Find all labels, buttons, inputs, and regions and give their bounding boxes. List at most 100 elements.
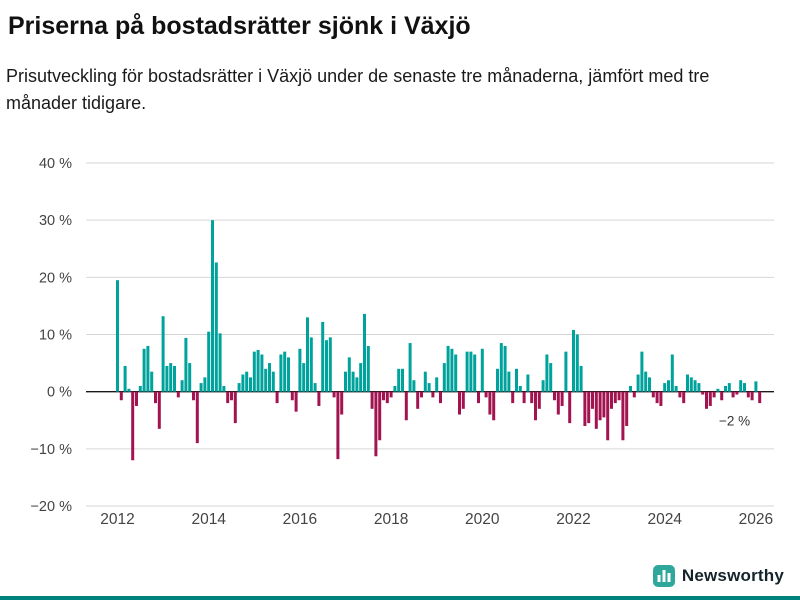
bar-chart-canvas: 40 % 30 % 20 % 10 % 0 % −10 % −20 % 2012 2014 201… — [30, 156, 774, 528]
newsworthy-icon — [652, 565, 675, 587]
bar — [568, 391, 572, 424]
bar — [199, 383, 203, 392]
bar — [165, 365, 169, 392]
chart-title: Priserna på bostadsrätter sjönk i Växjö — [8, 12, 471, 40]
bar — [591, 391, 594, 409]
bar — [188, 363, 192, 392]
bar — [279, 354, 283, 392]
bar — [317, 391, 321, 406]
bar — [496, 368, 499, 392]
bar — [325, 340, 328, 392]
y-axis-tick-label: −20 % — [30, 499, 72, 515]
bar — [203, 377, 207, 392]
bar — [598, 391, 602, 421]
bar — [678, 391, 682, 398]
y-axis-tick-label: −10 % — [30, 442, 72, 458]
bar — [416, 391, 420, 409]
bar — [727, 383, 731, 392]
bar — [135, 391, 138, 406]
bar — [515, 368, 518, 392]
bar — [579, 365, 583, 392]
bar — [572, 329, 575, 392]
bar — [712, 391, 716, 398]
bar — [157, 391, 161, 429]
bar — [294, 391, 298, 412]
bar — [271, 371, 275, 392]
bar — [446, 345, 450, 392]
bar — [302, 363, 306, 392]
bar — [344, 371, 347, 392]
bar — [146, 345, 150, 392]
bar — [632, 391, 636, 398]
bar — [412, 380, 416, 392]
bar — [184, 337, 188, 392]
bar — [309, 337, 313, 392]
bar — [606, 391, 610, 441]
bar — [131, 391, 135, 461]
x-axis-tick-label: 2016 — [283, 511, 317, 528]
y-axis-tick-label: 0 % — [47, 385, 72, 401]
bar — [518, 385, 522, 392]
bar — [397, 368, 401, 392]
bar — [537, 391, 541, 409]
bar — [454, 354, 458, 392]
bar — [503, 345, 507, 392]
bar — [575, 334, 579, 392]
bar — [435, 377, 439, 392]
bar — [621, 391, 625, 441]
bar — [602, 391, 606, 418]
bar — [594, 391, 598, 429]
x-axis-tick-label: 2018 — [374, 511, 408, 528]
bar — [192, 391, 195, 401]
bar — [256, 349, 260, 392]
bar — [347, 357, 351, 392]
bar — [507, 371, 511, 392]
bar — [701, 391, 705, 395]
bar — [667, 380, 670, 392]
bar — [230, 391, 233, 401]
bar — [237, 383, 241, 392]
bar — [408, 343, 412, 392]
y-axis-tick-label: 10 % — [39, 328, 72, 344]
y-axis-tick-label: 30 % — [39, 213, 72, 229]
x-axis-tick-label: 2022 — [556, 511, 590, 528]
bar — [480, 348, 484, 392]
bar — [526, 374, 530, 392]
bar — [138, 385, 142, 392]
bar — [218, 333, 222, 392]
bar — [150, 371, 154, 392]
x-axis-tick-label: 2020 — [465, 511, 500, 528]
bar — [613, 391, 617, 404]
bar — [169, 363, 173, 392]
bar — [119, 391, 123, 401]
bar — [450, 348, 454, 392]
bar — [754, 381, 758, 392]
bar — [363, 313, 366, 392]
bar — [287, 357, 290, 392]
bar — [161, 316, 165, 392]
bar — [659, 391, 663, 406]
bar — [461, 391, 465, 409]
bar — [359, 363, 363, 392]
bar — [583, 391, 587, 426]
bar — [655, 391, 659, 404]
bar — [366, 345, 370, 392]
bar — [207, 331, 211, 392]
bar — [382, 391, 385, 401]
bar — [290, 391, 294, 401]
bar — [522, 391, 526, 404]
bar — [651, 391, 655, 398]
bar — [393, 385, 397, 392]
bar — [355, 377, 359, 392]
bar — [564, 351, 568, 392]
bar — [477, 391, 480, 404]
bar — [351, 371, 355, 392]
bar — [374, 391, 378, 457]
bar — [640, 351, 644, 392]
bar — [245, 371, 249, 392]
bar — [686, 374, 689, 392]
bar — [427, 383, 431, 392]
bar — [724, 385, 727, 392]
bar — [716, 388, 720, 392]
